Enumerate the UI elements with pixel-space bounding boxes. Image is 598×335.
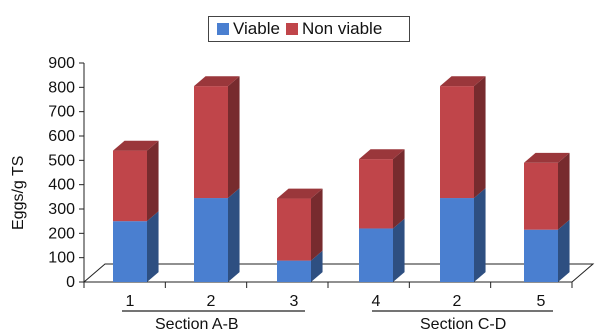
bar-1-non-viable bbox=[113, 150, 147, 222]
legend-swatch-non-viable bbox=[285, 23, 298, 35]
y-tick-label-0: 0 bbox=[66, 274, 75, 291]
bar-top-1 bbox=[113, 140, 159, 151]
bar-side-2-non-viable bbox=[228, 76, 240, 199]
y-tick-label-400: 400 bbox=[48, 177, 75, 194]
bar-top-2 bbox=[194, 76, 240, 87]
y-tick-label-900: 900 bbox=[48, 55, 75, 72]
section-label-a-b: Section A-B bbox=[155, 316, 239, 333]
legend-label-non-viable: Non viable bbox=[301, 19, 383, 38]
bar-side-5-non-viable bbox=[474, 76, 486, 199]
bar-top-6 bbox=[524, 152, 570, 163]
legend-swatch-viable bbox=[217, 23, 229, 35]
bar-5-non-viable bbox=[440, 86, 474, 199]
bar-side-2-viable bbox=[228, 188, 240, 282]
legend: Viable Non viable bbox=[208, 16, 410, 42]
bar-side-3-non-viable bbox=[311, 188, 323, 261]
legend-item-viable: Viable bbox=[217, 19, 280, 39]
y-tick-label-700: 700 bbox=[48, 104, 75, 121]
bar-side-3-viable bbox=[311, 250, 323, 282]
bar-side-4-non-viable bbox=[393, 149, 405, 229]
x-tick-label-3: 3 bbox=[290, 293, 299, 310]
bar-6-viable bbox=[524, 229, 558, 282]
y-tick-label-600: 600 bbox=[48, 128, 75, 145]
bar-side-5-viable bbox=[474, 188, 486, 282]
bar-3-non-viable bbox=[277, 198, 311, 261]
bar-1-viable bbox=[113, 221, 147, 282]
x-tick-label-1: 1 bbox=[126, 293, 135, 310]
y-tick-label-100: 100 bbox=[48, 250, 75, 267]
legend-item-non-viable: Non viable bbox=[285, 19, 383, 39]
bar-2-viable bbox=[194, 198, 228, 282]
y-tick-label-200: 200 bbox=[48, 225, 75, 242]
bar-side-6-viable bbox=[558, 219, 570, 282]
y-tick-label-500: 500 bbox=[48, 152, 75, 169]
legend-label-viable: Viable bbox=[233, 19, 280, 38]
chart-floor bbox=[82, 263, 595, 283]
bar-2-non-viable bbox=[194, 86, 228, 199]
x-tick-label-2: 2 bbox=[207, 293, 216, 310]
bar-top-3 bbox=[277, 188, 323, 199]
bar-top-5 bbox=[440, 76, 486, 87]
bar-3-viable bbox=[277, 260, 311, 282]
y-tick-label-800: 800 bbox=[48, 79, 75, 96]
bar-5-viable bbox=[440, 198, 474, 282]
bar-4-non-viable bbox=[359, 159, 393, 229]
bar-side-1-non-viable bbox=[147, 140, 159, 222]
x-tick-label-6: 5 bbox=[537, 293, 546, 310]
x-tick-label-4: 4 bbox=[372, 293, 381, 310]
bar-top-4 bbox=[359, 149, 405, 160]
bar-side-4-viable bbox=[393, 218, 405, 282]
bar-4-viable bbox=[359, 228, 393, 282]
section-label-c-d: Section C-D bbox=[420, 316, 507, 333]
y-tick-label-300: 300 bbox=[48, 201, 75, 218]
bar-side-6-non-viable bbox=[558, 152, 570, 230]
x-tick-label-5: 2 bbox=[453, 293, 462, 310]
bar-side-1-viable bbox=[147, 211, 159, 282]
bar-6-non-viable bbox=[524, 162, 558, 230]
